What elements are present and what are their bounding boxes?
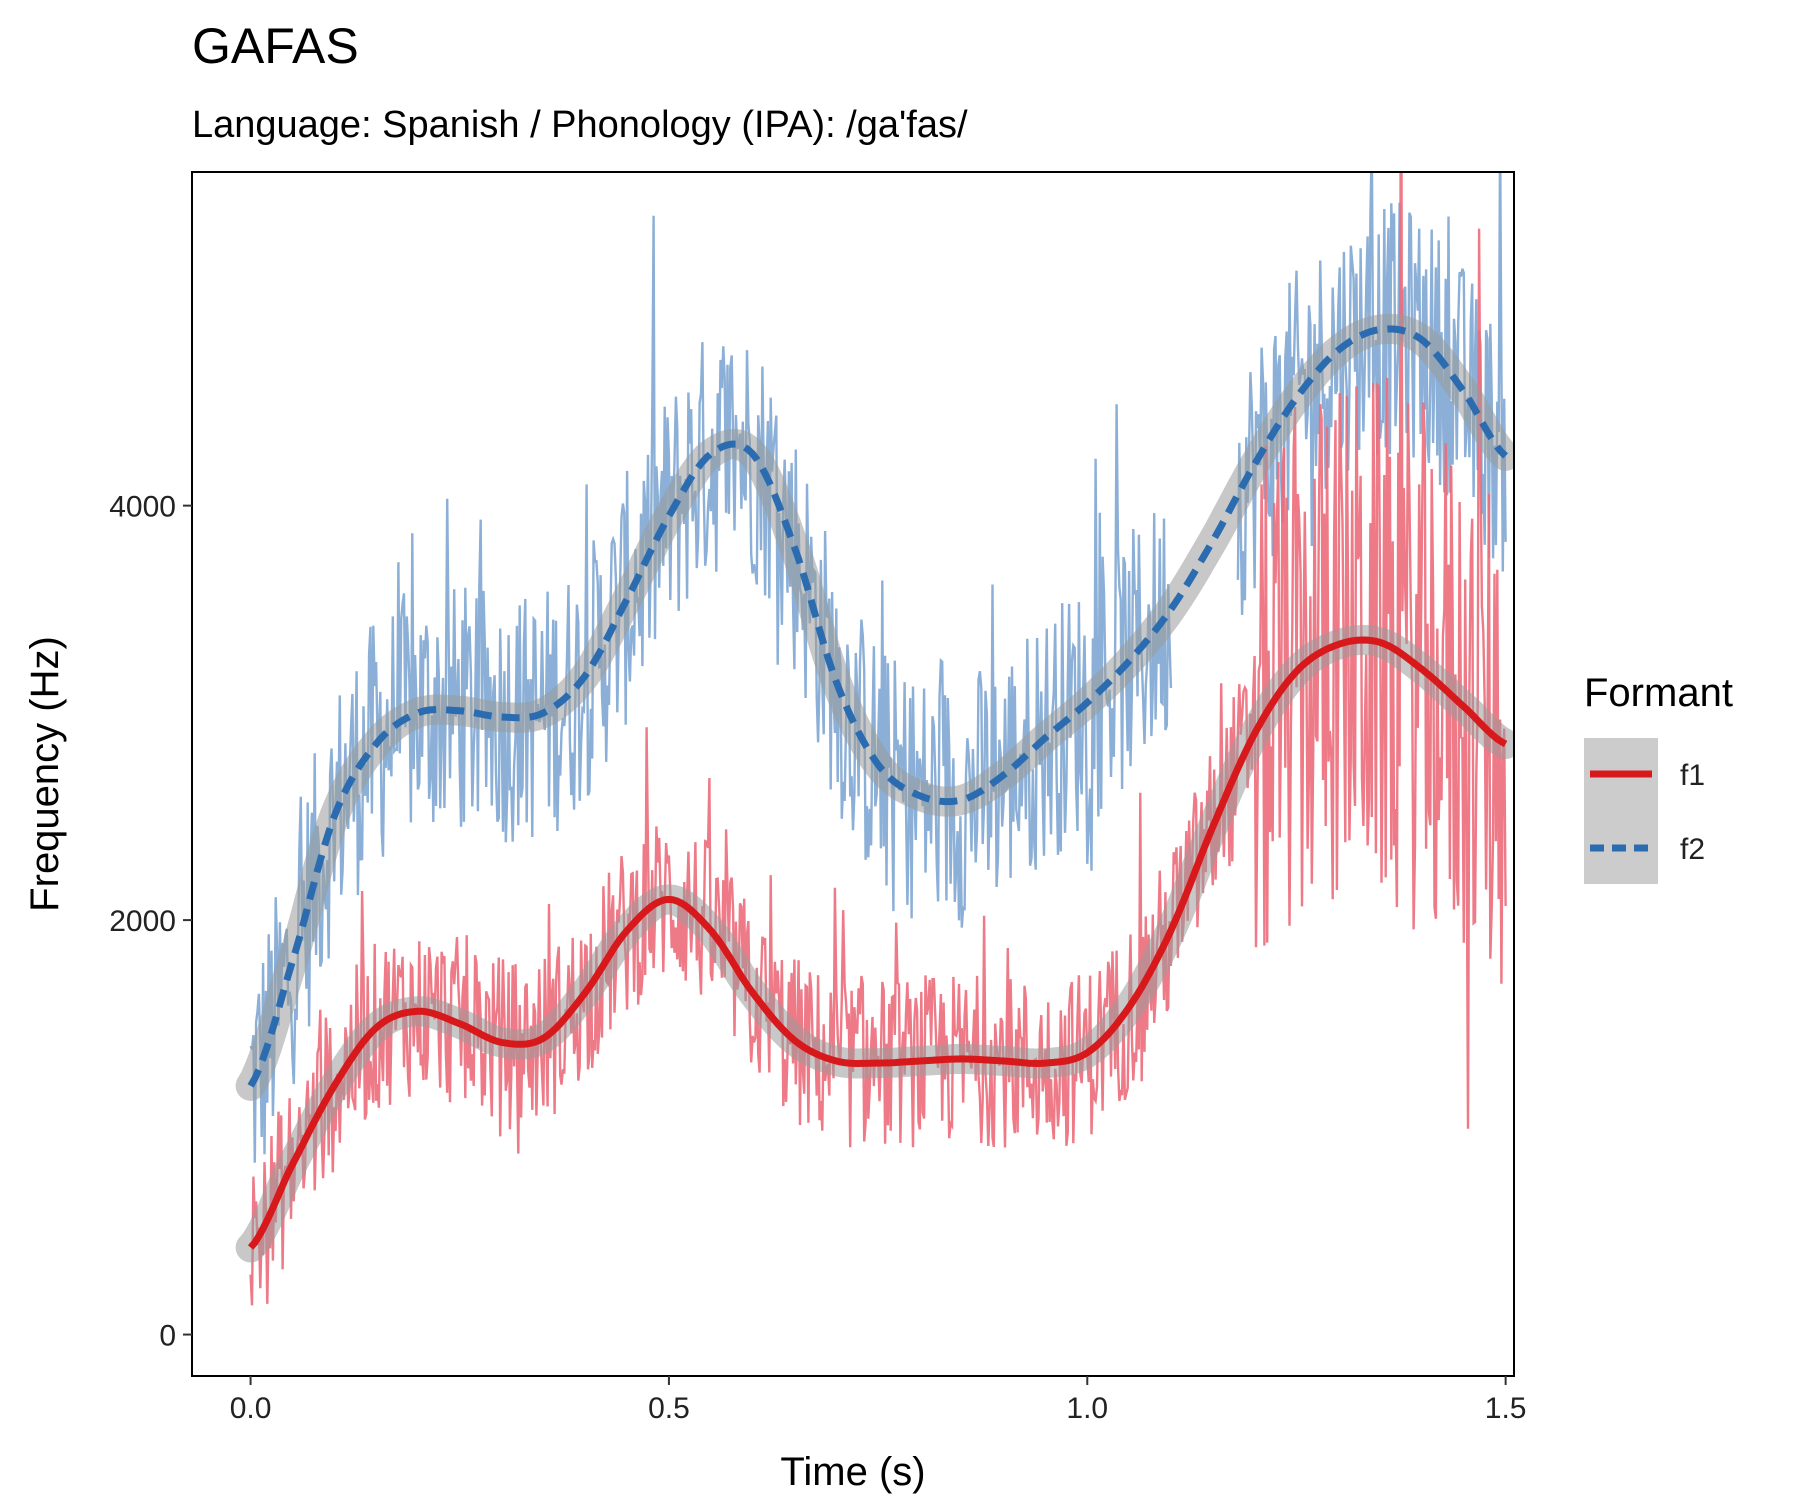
plot-panel-border <box>191 171 1515 1377</box>
x-tick-label: 0.0 <box>230 1392 272 1425</box>
chart-subtitle: Language: Spanish / Phonology (IPA): /ga… <box>192 104 968 146</box>
y-tick-label: 4000 <box>109 491 176 524</box>
smooth-line-f1 <box>247 636 1508 1250</box>
x-axis: 0.0 0.5 1.0 1.5 <box>230 1376 1527 1425</box>
x-axis-title: Time (s) <box>780 1450 925 1494</box>
smooth-line-f2 <box>247 325 1508 1088</box>
legend-label-f1: f1 <box>1680 759 1705 792</box>
x-tick-label: 1.0 <box>1066 1392 1108 1425</box>
x-tick-label: 0.5 <box>648 1392 690 1425</box>
x-tick-label: 1.5 <box>1485 1392 1527 1425</box>
y-axis-title: Frequency (Hz) <box>23 636 67 912</box>
y-tick-label: 2000 <box>109 905 176 938</box>
legend-key-background <box>1584 738 1658 884</box>
legend-title: Formant <box>1584 671 1733 715</box>
legend: Formant f1 f2 <box>1584 671 1733 884</box>
plot-area <box>235 172 1514 1306</box>
chart-title: GAFAS <box>192 18 359 74</box>
y-tick-label: 0 <box>159 1320 176 1353</box>
y-axis: 0 2000 4000 <box>109 491 192 1353</box>
legend-label-f2: f2 <box>1680 833 1705 866</box>
